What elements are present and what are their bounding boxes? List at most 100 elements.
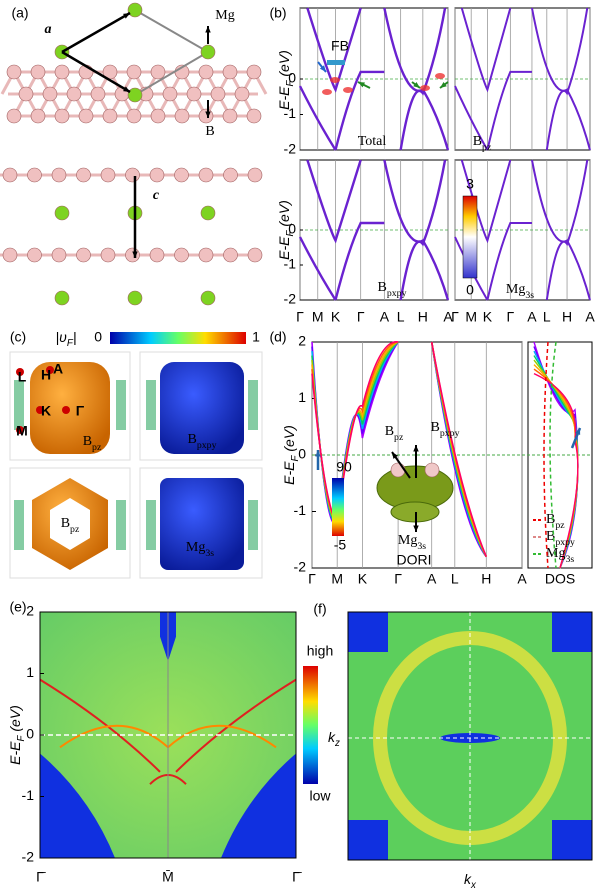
atom [151, 109, 165, 123]
label-text: (eV) [276, 50, 292, 80]
label-text: Mg [506, 282, 525, 297]
atom [224, 248, 238, 262]
y-tick-label: -1 [22, 787, 35, 803]
label-text: Mg [398, 533, 417, 548]
x-tick-label: Γ [308, 571, 316, 587]
label-text: Total [358, 134, 387, 149]
atom [175, 109, 189, 123]
label-subscript: pz [394, 432, 404, 443]
k-point-label: H [41, 367, 51, 383]
x-tick-label: H [562, 309, 572, 325]
label-subscript: pz [70, 524, 80, 535]
panel-label: (e) [9, 599, 26, 615]
k-point-label: Γ [76, 403, 85, 419]
atom [247, 65, 261, 79]
pocket [116, 380, 126, 430]
atom [127, 65, 141, 79]
figure: (a)aMgBc(b)0-1-20-1-2ΓMKΓALHAΓMKΓALHAFBE… [0, 0, 597, 892]
label-text: (eV) [276, 200, 292, 230]
pocket [146, 500, 156, 550]
label-text: B [188, 432, 197, 447]
atom [223, 65, 237, 79]
hot-spot [420, 85, 430, 91]
x-tick-label: M [465, 309, 477, 325]
label-text: |υ [56, 329, 68, 345]
atom [126, 248, 140, 262]
colorbar-label: 3 [466, 176, 474, 192]
atom [103, 109, 117, 123]
label-subscript: pxpy [440, 428, 460, 439]
colorbar-label: 1 [252, 329, 260, 345]
hot-spot [343, 87, 353, 93]
label-text: E-E [276, 86, 292, 110]
label-text: (eV) [7, 705, 23, 735]
colorbar-label: -5 [334, 537, 347, 553]
atom [150, 168, 164, 182]
atom [52, 168, 66, 182]
hot-spot [322, 89, 332, 95]
atom [199, 168, 213, 182]
x-tick-label: Γ [451, 309, 459, 325]
atom [199, 248, 213, 262]
x-tick-label: K [483, 309, 493, 325]
atom [248, 248, 262, 262]
x-tick-label: A [527, 309, 537, 325]
atom [199, 109, 213, 123]
atom [199, 65, 213, 79]
atom [163, 87, 177, 101]
x-tick-label: Γ [296, 309, 304, 325]
atom-label: B [205, 124, 214, 139]
label-subscript: pz [555, 520, 565, 531]
colorbar [303, 666, 318, 784]
label-subscript: x [470, 880, 477, 891]
atom [127, 109, 141, 123]
atom [43, 87, 57, 101]
label-text: B [546, 512, 555, 527]
pocket [248, 500, 258, 550]
atom [55, 109, 69, 123]
y-tick-label: 0 [26, 726, 34, 742]
y-tick-label: -2 [284, 141, 297, 157]
atom [31, 65, 45, 79]
fb-marker [327, 60, 345, 65]
atom [211, 87, 225, 101]
atom [55, 291, 69, 305]
atom [101, 168, 115, 182]
atom [7, 109, 21, 123]
x-tick-label: A [427, 571, 437, 587]
atom [128, 3, 142, 17]
y-tick-label: 1 [298, 389, 306, 405]
label-subscript: 3s [205, 548, 214, 559]
atom [223, 109, 237, 123]
atom [128, 88, 142, 102]
x-tick-label: A [380, 309, 390, 325]
k-point-label: M [16, 423, 28, 439]
colorbar-label: high [307, 643, 333, 659]
vector-label: a [45, 22, 52, 37]
k-point-label: A [53, 361, 63, 377]
panel-label: (c) [10, 329, 26, 345]
annotation: FB [331, 38, 349, 54]
x-tick-label: Γ [394, 571, 402, 587]
label-subscript: 3s [417, 541, 426, 552]
atom [150, 248, 164, 262]
label-text: B [61, 516, 70, 531]
x-tick-label: Γ̄ [36, 869, 46, 885]
colorbar [110, 332, 246, 344]
atom [175, 248, 189, 262]
x-tick-label: L [543, 309, 551, 325]
x-tick-label: A [585, 309, 595, 325]
label-subscript: 3s [525, 290, 534, 301]
atom [52, 248, 66, 262]
panel-label: (b) [269, 5, 286, 21]
colorbar [332, 478, 344, 536]
axis-label: kz [328, 729, 340, 749]
label-subscript: pxpy [387, 288, 407, 299]
atom [126, 168, 140, 182]
label-subscript: pxpy [197, 440, 217, 451]
y-tick-label: 2 [298, 333, 306, 349]
axis-label: E-EF (eV) [7, 705, 27, 765]
atom [3, 248, 17, 262]
panel-label: (f) [313, 601, 326, 617]
bulk-pocket [348, 820, 388, 860]
